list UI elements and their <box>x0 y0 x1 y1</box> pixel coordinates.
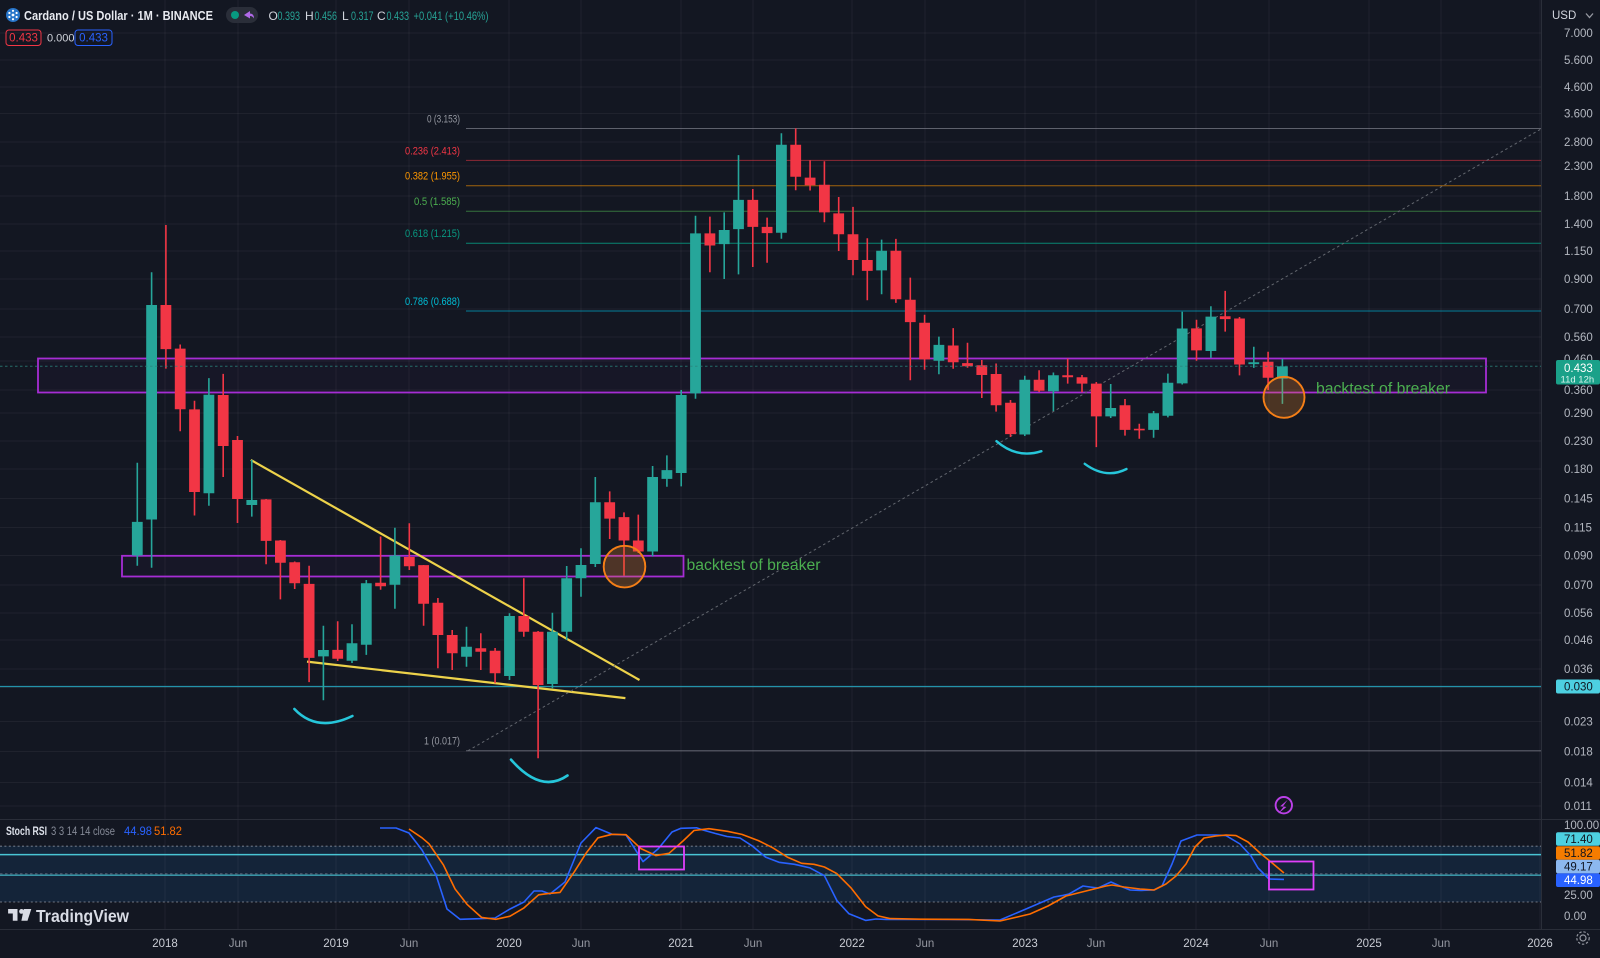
svg-text:Jun: Jun <box>1087 938 1106 950</box>
svg-text:+0.041 (+10.46%): +0.041 (+10.46%) <box>414 9 489 23</box>
svg-text:Jun: Jun <box>1260 938 1279 950</box>
svg-text:2.300: 2.300 <box>1564 161 1593 173</box>
svg-text:Jun: Jun <box>229 938 248 950</box>
svg-text:0.236 (2.413): 0.236 (2.413) <box>405 145 460 157</box>
svg-text:1.400: 1.400 <box>1564 219 1593 231</box>
svg-text:2021: 2021 <box>668 938 694 950</box>
svg-text:0.433: 0.433 <box>1564 363 1593 375</box>
svg-text:0.046: 0.046 <box>1564 635 1593 647</box>
svg-text:0.786 (0.688): 0.786 (0.688) <box>405 296 460 308</box>
svg-text:3.600: 3.600 <box>1564 109 1593 121</box>
svg-text:2023: 2023 <box>1012 938 1038 950</box>
svg-text:Jun: Jun <box>572 938 591 950</box>
svg-text:0.433: 0.433 <box>79 33 108 45</box>
svg-text:0.5 (1.585): 0.5 (1.585) <box>414 196 460 208</box>
svg-text:7.000: 7.000 <box>1564 28 1593 40</box>
svg-text:100.00: 100.00 <box>1564 820 1599 832</box>
svg-text:44.98: 44.98 <box>124 824 152 838</box>
svg-text:0.180: 0.180 <box>1564 464 1593 476</box>
svg-text:0.036: 0.036 <box>1564 664 1593 676</box>
svg-text:0.030: 0.030 <box>1564 682 1593 694</box>
svg-text:5.600: 5.600 <box>1564 55 1593 67</box>
svg-text:0.230: 0.230 <box>1564 436 1593 448</box>
svg-text:0 (3.153): 0 (3.153) <box>427 114 460 126</box>
svg-text:0.290: 0.290 <box>1564 408 1593 420</box>
svg-text:0.560: 0.560 <box>1564 332 1593 344</box>
svg-text:0.070: 0.070 <box>1564 580 1593 592</box>
svg-text:25.00: 25.00 <box>1564 890 1593 902</box>
svg-text:Jun: Jun <box>1432 938 1451 950</box>
svg-text:1.150: 1.150 <box>1564 246 1593 258</box>
svg-text:backtest of breaker: backtest of breaker <box>1316 381 1450 398</box>
svg-text:O: O <box>269 9 278 23</box>
svg-text:0.456: 0.456 <box>315 9 338 23</box>
svg-text:C: C <box>377 9 386 23</box>
svg-text:0.000: 0.000 <box>47 33 75 45</box>
svg-text:0.433: 0.433 <box>387 9 410 23</box>
svg-text:0.023: 0.023 <box>1564 717 1593 729</box>
svg-text:1 (0.017): 1 (0.017) <box>424 736 460 748</box>
svg-text:L: L <box>342 9 349 23</box>
svg-text:0.317: 0.317 <box>351 9 374 23</box>
svg-text:2022: 2022 <box>839 938 865 950</box>
svg-text:2025: 2025 <box>1356 938 1382 950</box>
svg-text:Jun: Jun <box>744 938 763 950</box>
svg-text:2.800: 2.800 <box>1564 137 1593 149</box>
svg-text:2019: 2019 <box>323 938 349 950</box>
svg-text:H: H <box>305 9 314 23</box>
svg-text:4.600: 4.600 <box>1564 82 1593 94</box>
svg-text:3 3 14 14 close: 3 3 14 14 close <box>51 826 115 838</box>
svg-text:Jun: Jun <box>916 938 935 950</box>
svg-text:0.700: 0.700 <box>1564 304 1593 316</box>
svg-text:0.011: 0.011 <box>1564 801 1592 813</box>
svg-text:2024: 2024 <box>1183 938 1209 950</box>
svg-text:0.360: 0.360 <box>1564 385 1593 397</box>
svg-text:2026: 2026 <box>1527 938 1553 950</box>
svg-text:1.800: 1.800 <box>1564 191 1593 203</box>
svg-text:TradingView: TradingView <box>36 906 129 926</box>
svg-text:0.382 (1.955): 0.382 (1.955) <box>405 171 460 183</box>
svg-text:0.393: 0.393 <box>278 9 301 23</box>
svg-text:USD: USD <box>1552 10 1576 22</box>
svg-text:0.090: 0.090 <box>1564 551 1593 563</box>
svg-text:44.98: 44.98 <box>1564 875 1593 887</box>
svg-text:11d 12h: 11d 12h <box>1561 375 1595 386</box>
svg-text:Stoch RSI: Stoch RSI <box>6 824 47 838</box>
svg-text:0.433: 0.433 <box>9 33 38 45</box>
svg-text:Jun: Jun <box>400 938 419 950</box>
svg-text:71.40: 71.40 <box>1564 834 1593 846</box>
svg-text:49.17: 49.17 <box>1564 862 1593 874</box>
svg-text:2020: 2020 <box>496 938 522 950</box>
svg-text:backtest of breaker: backtest of breaker <box>687 557 821 574</box>
svg-text:0.00: 0.00 <box>1564 911 1586 923</box>
svg-text:0.618 (1.215): 0.618 (1.215) <box>405 228 460 240</box>
svg-text:51.82: 51.82 <box>1564 848 1593 860</box>
svg-text:2018: 2018 <box>152 938 178 950</box>
svg-text:0.900: 0.900 <box>1564 274 1593 286</box>
svg-text:0.056: 0.056 <box>1564 608 1593 620</box>
svg-text:0.145: 0.145 <box>1564 494 1593 506</box>
svg-text:0.018: 0.018 <box>1564 747 1593 759</box>
svg-text:51.82: 51.82 <box>154 824 182 838</box>
svg-text:0.115: 0.115 <box>1564 523 1592 535</box>
svg-text:Cardano / US Dollar · 1M · BIN: Cardano / US Dollar · 1M · BINANCE <box>24 9 213 23</box>
svg-text:0.014: 0.014 <box>1564 778 1593 790</box>
